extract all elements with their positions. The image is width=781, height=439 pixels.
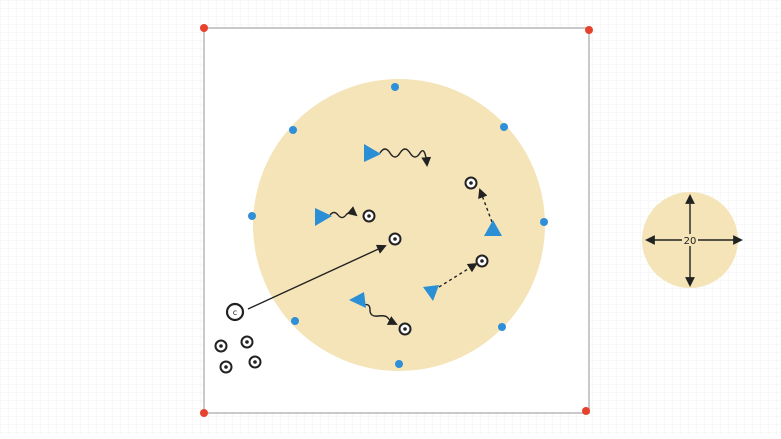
blue-dot-icon — [500, 123, 508, 131]
soccer-ball-icon — [248, 355, 262, 369]
blue-dot-icon — [395, 360, 403, 368]
dribble-path — [379, 148, 432, 167]
blue-dot-icon — [540, 218, 548, 226]
red-dot-icon — [200, 24, 208, 32]
coach-circle-icon: c — [225, 302, 245, 322]
soccer-ball-icon — [475, 254, 489, 268]
blue-dot-icon — [289, 126, 297, 134]
scale-indicator: 20 — [642, 192, 743, 288]
soccer-ball-icon — [398, 322, 412, 336]
blue-triangle-icon — [423, 285, 439, 301]
red-dot-icon — [585, 26, 593, 34]
blue-triangle-icon — [315, 208, 332, 226]
blue-dot-icon — [248, 212, 256, 220]
soccer-ball-icon — [240, 335, 254, 349]
soccer-ball-icon — [214, 339, 228, 353]
blue-triangle-icon — [484, 220, 502, 236]
soccer-ball-icon — [464, 176, 478, 190]
soccer-ball-icon — [388, 232, 402, 246]
coach-label: c — [233, 308, 237, 317]
pass-path — [438, 262, 478, 288]
blue-dot-icon — [498, 323, 506, 331]
blue-triangle-icon — [364, 144, 381, 162]
red-dot-icon — [582, 407, 590, 415]
soccer-ball-icon — [362, 209, 376, 223]
blue-triangle-icon — [349, 292, 366, 308]
blue-dot-icon — [391, 83, 399, 91]
soccer-ball-icon — [219, 360, 233, 374]
dribble-path — [363, 303, 398, 325]
dribble-path — [329, 206, 358, 219]
serve-path — [247, 244, 387, 310]
blue-dot-icon — [291, 317, 299, 325]
red-dot-icon — [200, 409, 208, 417]
scale-label: 20 — [684, 236, 697, 247]
central-circle-area — [253, 79, 545, 371]
